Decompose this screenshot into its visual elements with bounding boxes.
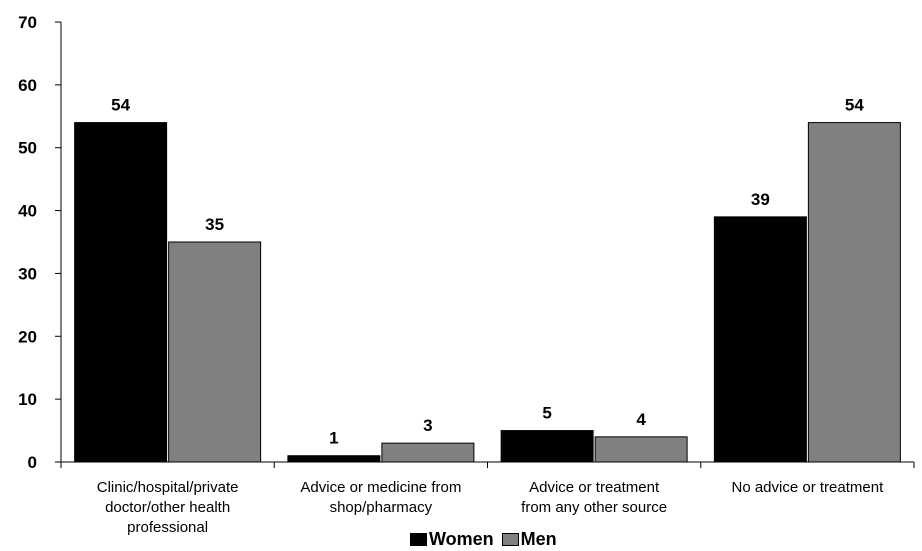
legend-label-men: Men [520,528,557,549]
category-label-pharmacy: Advice or medicine from shop/pharmacy [300,479,462,516]
data-label-women-1: 1 [329,429,338,448]
legend: Women Men [410,528,565,550]
bar-men-1 [381,442,475,463]
legend-item-men: Men [501,528,557,550]
bar-men-0 [168,241,262,463]
x-axis [60,461,915,468]
legend-swatch-men [501,532,519,546]
y-tick-label: 40 [18,202,37,221]
data-label-women-0: 54 [111,96,130,115]
bar-women-2 [500,430,594,463]
bar-men-3 [807,122,901,463]
y-tick-label: 0 [28,453,37,472]
category-label-no-advice: No advice or treatment [731,479,884,496]
bar-women-1 [287,455,381,463]
category-label-other-source: Advice or treatment from any other sourc… [521,479,668,516]
y-tick-label: 50 [18,139,37,158]
y-axis: 0 10 20 30 40 50 60 70 [18,13,62,472]
legend-label-women: Women [429,528,494,549]
data-label-women-2: 5 [542,404,551,423]
y-tick-label: 30 [18,264,37,283]
bar-women-0 [74,122,168,463]
data-label-men-0: 35 [205,215,224,234]
y-tick-label: 20 [18,327,37,346]
data-label-women-3: 39 [751,190,770,209]
y-tick-label: 10 [18,390,37,409]
y-tick-label: 60 [18,76,37,95]
data-label-men-2: 4 [636,410,646,429]
data-label-men-1: 3 [423,416,432,435]
legend-swatch-women [410,532,427,546]
bar-men-2 [594,436,688,463]
bar-women-3 [713,216,807,463]
legend-item-women: Women [410,529,494,550]
bars [74,122,901,463]
y-tick-label: 70 [18,13,37,32]
category-label-clinic: Clinic/hospital/private doctor/other hea… [96,479,239,536]
data-label-men-3: 54 [845,96,864,115]
